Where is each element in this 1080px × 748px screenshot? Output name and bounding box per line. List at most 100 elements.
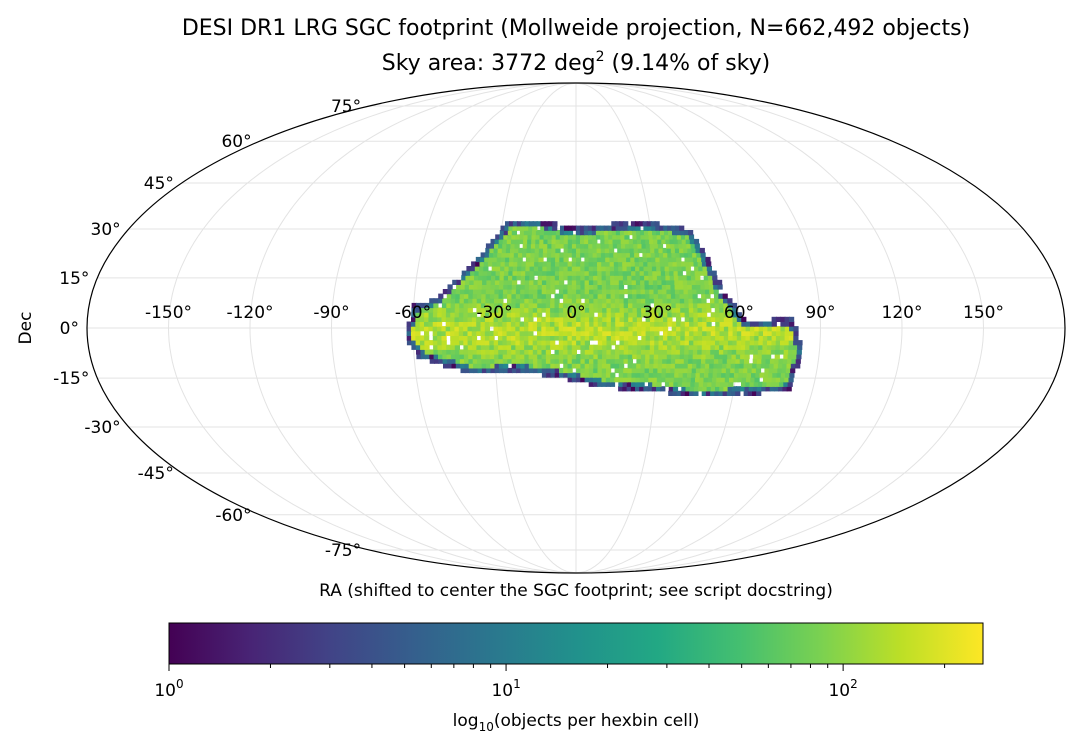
hexbin-cell (708, 372, 714, 378)
hexbin-cell (657, 279, 663, 285)
hexbin-cell (550, 344, 556, 350)
hexbin-cell (650, 252, 656, 258)
hexbin-cell (679, 363, 685, 369)
hexbin-cell (489, 247, 495, 254)
hexbin-cell (424, 344, 430, 350)
hexbin-cell (687, 363, 693, 369)
hexbin-cell (588, 284, 595, 290)
hexbin-cell (632, 289, 638, 295)
hexbin-cell (693, 330, 699, 336)
hexbin-cell (524, 289, 530, 295)
hexbin-cell (787, 381, 793, 387)
hexbin-cell (476, 302, 482, 309)
hexbin-cell (632, 234, 638, 240)
hexbin-cell (532, 344, 538, 350)
hexbin-cell (662, 247, 668, 254)
hexbin-cell (671, 312, 677, 318)
hexbin-cell (507, 279, 513, 285)
hexbin-cell (481, 354, 487, 360)
hexbin-cell (593, 335, 599, 341)
hexbin-cell (631, 372, 637, 378)
hexbin-cell (558, 307, 564, 313)
hexbin-cell (511, 358, 517, 364)
hexbin-cell (494, 298, 500, 304)
hexbin-cell (507, 367, 513, 374)
hexbin-cell (437, 326, 443, 332)
hexbin-cell (645, 312, 651, 318)
hexbin-cell (555, 243, 561, 249)
hexbin-cell (728, 335, 734, 341)
hexbin-cell (532, 321, 538, 327)
hexbin-cell (774, 381, 781, 387)
hexbin-cell (605, 377, 611, 383)
hexbin-cell (588, 372, 595, 378)
hexbin-cell (723, 316, 729, 322)
hexbin-cell (612, 238, 618, 245)
hexbin-cell (671, 349, 677, 355)
hexbin-cell (771, 340, 777, 346)
hexbin-cell (718, 302, 725, 309)
hexbin-cell (625, 243, 631, 249)
hexbin-cell (459, 354, 465, 360)
hexbin-cell (551, 252, 557, 258)
hexbin-cell (769, 358, 776, 364)
hexbin-cell (648, 367, 655, 374)
hexbin-cell (704, 284, 710, 290)
hexbin-cell (458, 312, 465, 318)
hexbin-cell (545, 321, 551, 327)
hexbin-cell (714, 390, 720, 396)
hexbin-cell (428, 340, 434, 346)
hexbin-cell (587, 225, 593, 231)
hexbin-cell (641, 335, 647, 341)
hexbin-cell (571, 234, 578, 240)
hexbin-cell (580, 289, 586, 295)
hexbin-cell (710, 349, 716, 355)
hexbin-cell (597, 354, 603, 360)
hexbin-cell (575, 234, 582, 240)
hexbin-cell (480, 316, 486, 322)
hexbin-cell (614, 377, 620, 383)
hexbin-cell (743, 363, 749, 369)
hexbin-cell (796, 354, 802, 360)
hexbin-cell (759, 372, 765, 378)
hexbin-cell (705, 354, 711, 360)
hexbin-cell (731, 354, 737, 360)
hexbin-cell (675, 302, 681, 309)
hexbin-cell (555, 261, 561, 267)
hexbin-cell (519, 298, 526, 304)
hexbin-cell (472, 358, 478, 364)
hexbin-cell (610, 312, 616, 318)
hexbin-cell (752, 363, 758, 369)
hexbin-cell (434, 358, 440, 364)
hexbin-cell (450, 307, 456, 313)
hexbin-cell (588, 256, 594, 263)
hexbin-cell (606, 312, 612, 318)
hexbin-cell (482, 275, 488, 281)
hexbin-cell (606, 354, 612, 360)
hexbin-cell (584, 266, 590, 272)
hexbin-cell (481, 289, 487, 295)
hexbin-cell (563, 321, 569, 327)
hexbin-cell (558, 354, 564, 360)
hexbin-cell (589, 344, 595, 350)
hexbin-cell (668, 266, 674, 272)
hexbin-cell (701, 340, 708, 346)
hexbin-cell (480, 349, 487, 355)
hexbin-cell (727, 354, 733, 360)
hexbin-cell (696, 252, 702, 258)
hexbin-cell (543, 247, 549, 254)
hexbin-cell (528, 363, 534, 369)
hexbin-cell (627, 293, 633, 299)
hexbin-cell (632, 230, 638, 236)
hexbin-cell (503, 284, 509, 290)
hexbin-cell (467, 302, 474, 309)
hexbin-cell (497, 252, 503, 258)
hexbin-cell (780, 330, 786, 336)
hexbin-cell (732, 312, 738, 318)
hexbin-cell (623, 225, 629, 231)
hexbin-cell (597, 381, 603, 387)
hexbin-cell (567, 284, 573, 290)
hexbin-cell (567, 225, 574, 231)
hexbin-cell (567, 243, 573, 249)
hexbin-cell (762, 335, 769, 341)
